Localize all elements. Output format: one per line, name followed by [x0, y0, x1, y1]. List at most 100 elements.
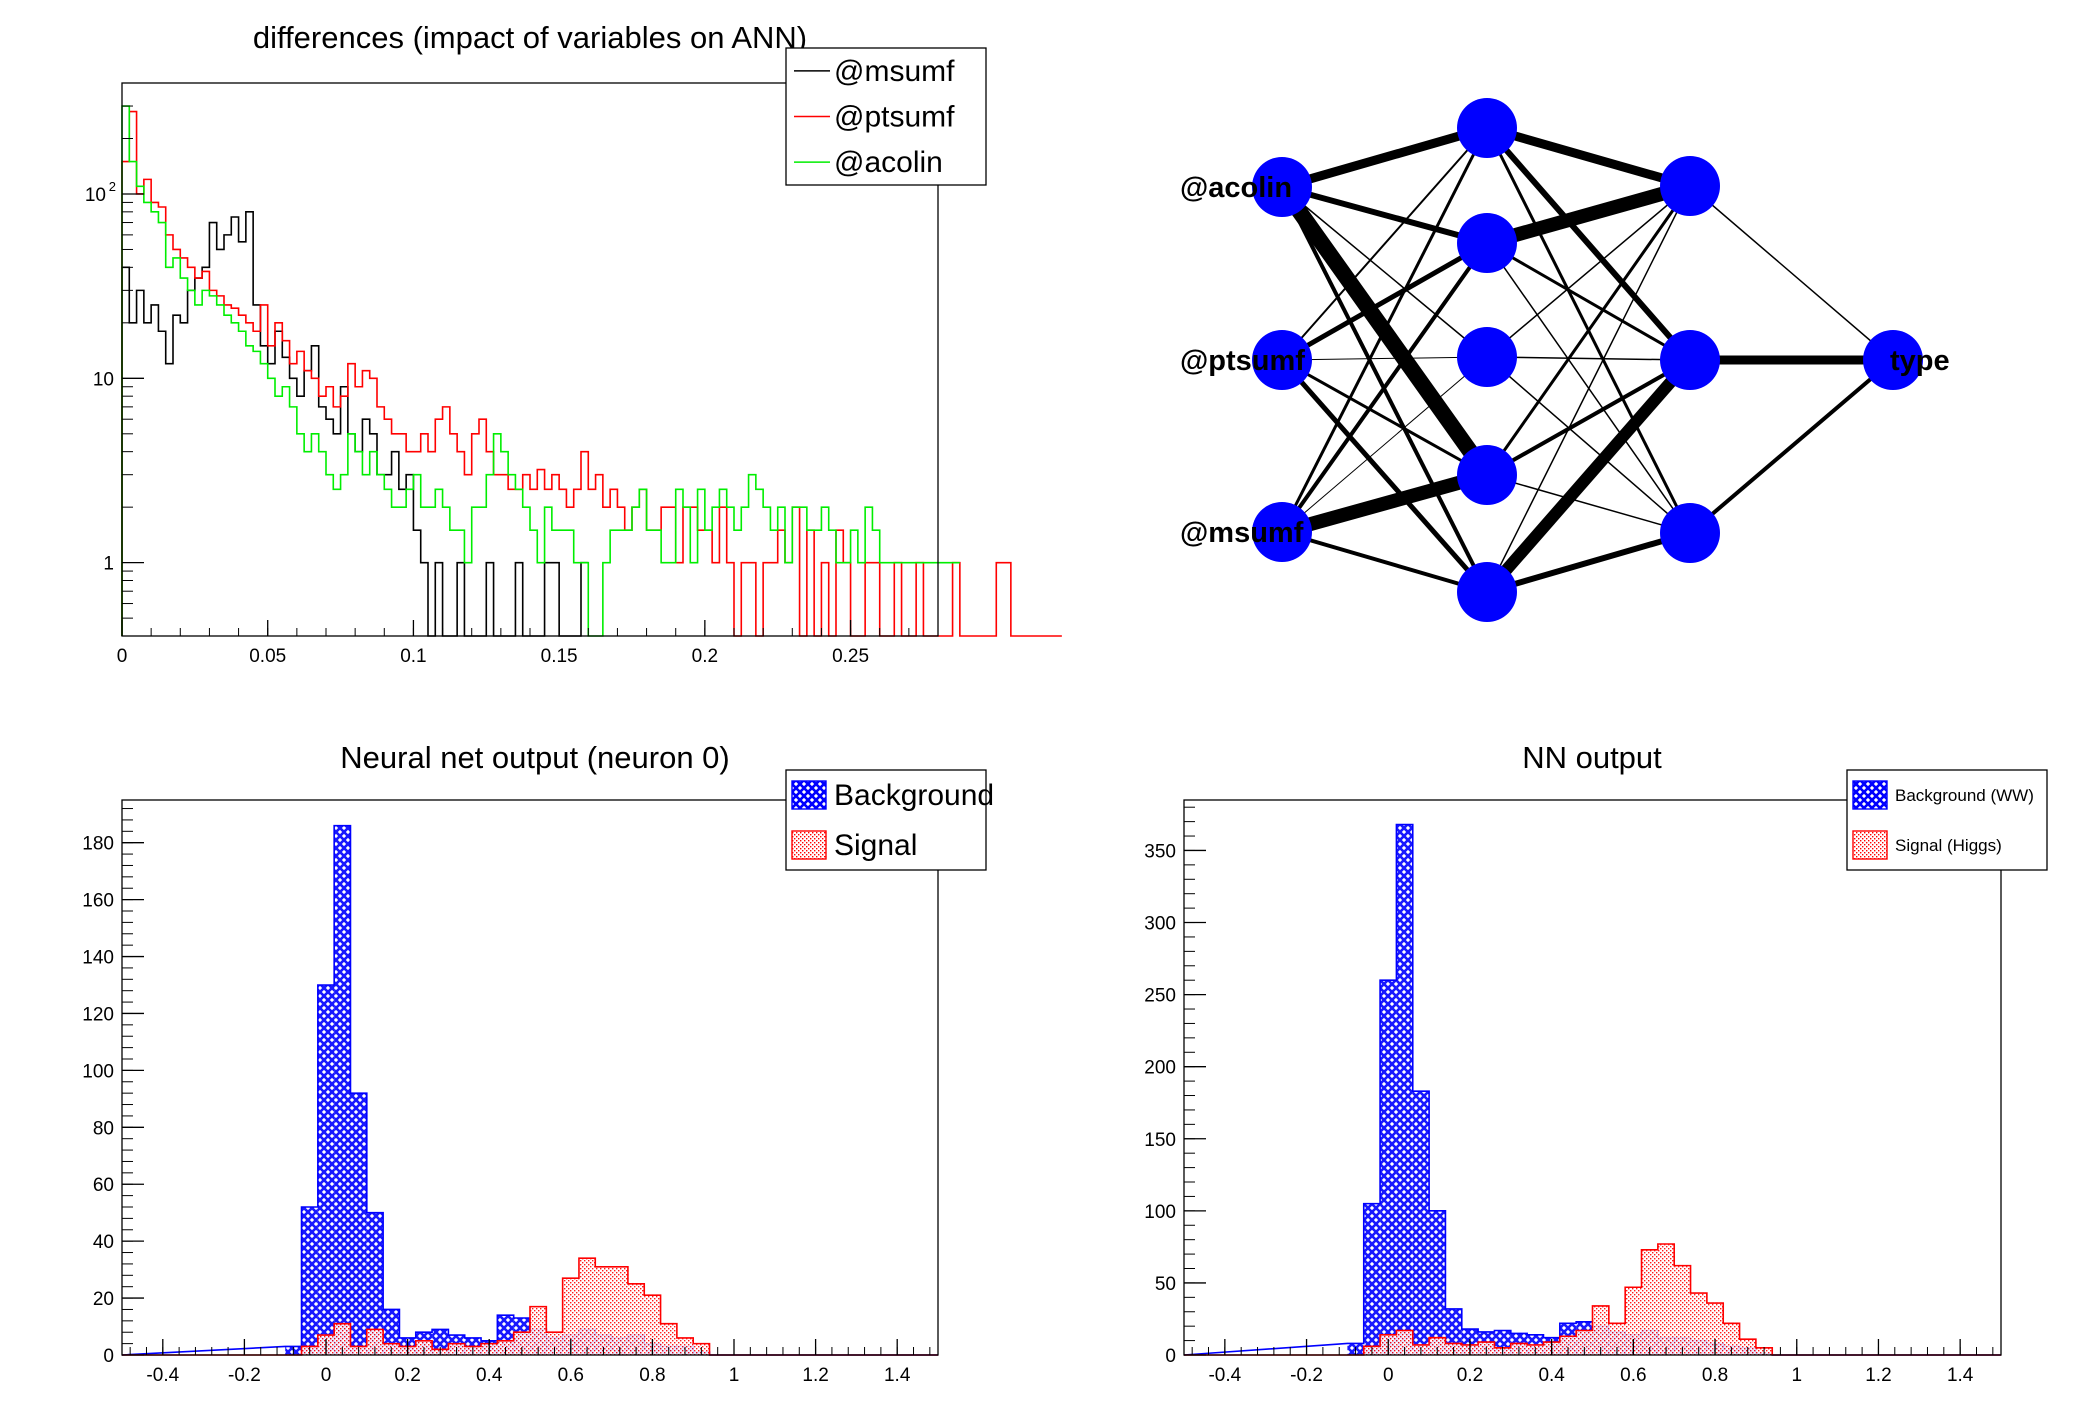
- legend-label: @acolin: [834, 146, 943, 179]
- x-axis: 0 0.05 0.1 0.15 0.2 0.25: [117, 620, 939, 667]
- y-tick-label: 50: [1155, 1274, 1176, 1295]
- histogram-bar-signal: [1641, 1249, 1658, 1355]
- network-edge: [1280, 358, 1489, 594]
- plot-frame: [1183, 799, 2002, 1356]
- network-edge: [1486, 185, 1691, 358]
- series-msumf: [121, 211, 589, 637]
- series-outline-background: [1183, 823, 2001, 1356]
- input-label: @acolin: [1180, 172, 1292, 204]
- histogram-bar-signal: [644, 1295, 661, 1355]
- network-edge: [1486, 530, 1691, 595]
- network-edge: [1280, 241, 1489, 534]
- network-edge: [1486, 185, 1691, 593]
- histogram-bar-background: [350, 1093, 367, 1355]
- histogram-bar-signal: [1576, 1330, 1593, 1355]
- y-tick-label: 0: [103, 1346, 114, 1367]
- series-acolin: [121, 105, 960, 637]
- x-tick-label: 1.4: [1947, 1365, 1974, 1386]
- histogram-bar-background: [1412, 1091, 1430, 1355]
- legend-label: Signal: [834, 829, 917, 862]
- network-edge: [1281, 184, 1488, 246]
- y-tick-label: 100: [1144, 1202, 1176, 1223]
- network-edge: [1280, 127, 1489, 533]
- x-tick-label: 0.1: [400, 646, 426, 667]
- x-tick-label: 0.15: [541, 646, 578, 667]
- x-tick-label: 0.4: [476, 1365, 503, 1386]
- y-tick-label: 140: [82, 948, 114, 969]
- x-tick-label: 0.05: [249, 646, 286, 667]
- histogram-bar-signal: [1723, 1323, 1740, 1355]
- x-tick-label: 0: [321, 1365, 332, 1386]
- histogram-bar-signal: [676, 1337, 694, 1355]
- histogram-bar-signal: [530, 1306, 547, 1355]
- x-tick-label: 0.2: [692, 646, 718, 667]
- histogram-bar-signal: [595, 1266, 612, 1355]
- y-tick-label: 300: [1144, 914, 1176, 935]
- network-edge: [1280, 123, 1489, 192]
- legend: @msumf @ptsumf @acolin: [785, 47, 987, 186]
- series-ptsumf: [121, 110, 1062, 637]
- y-tick-label: 350: [1144, 841, 1176, 862]
- x-tick-label: -0.2: [1290, 1365, 1323, 1386]
- network-edge: [1486, 356, 1691, 534]
- x-tick-label: 1.2: [1865, 1365, 1891, 1386]
- network-node: [1457, 445, 1517, 505]
- network-edge: [1688, 358, 1895, 535]
- x-tick-label: 1.4: [884, 1365, 911, 1386]
- x-tick-label: 0.8: [1702, 1365, 1728, 1386]
- y-tick-label: 60: [93, 1175, 114, 1196]
- x-tick-label: -0.4: [146, 1365, 179, 1386]
- x-tick-label: -0.2: [228, 1365, 261, 1386]
- network-node: [1660, 156, 1720, 216]
- network-node: [1863, 330, 1923, 390]
- histogram-bar-signal: [627, 1283, 645, 1355]
- input-label: @ptsumf: [1180, 345, 1305, 377]
- output-label: type: [1890, 345, 1950, 377]
- y-tick-label-exponent: 2: [109, 179, 116, 194]
- legend-label: Background (WW): [1895, 786, 2034, 805]
- series-background: [1183, 823, 2001, 1356]
- chart-nn-output-0: Neural net output (neuron 0) -0.4 -0.2 0 0.2…: [82, 740, 994, 1386]
- histogram-bar-signal: [1674, 1265, 1691, 1355]
- series-outline-background: [121, 824, 938, 1356]
- network-edge: [1280, 468, 1489, 539]
- chart-title: Neural net output (neuron 0): [340, 740, 729, 775]
- y-tick-label: 180: [82, 834, 114, 855]
- network-edge: [1280, 240, 1489, 363]
- x-tick-label: 0.2: [1457, 1365, 1483, 1386]
- histogram-bar-signal: [660, 1323, 677, 1355]
- histogram-bar-signal: [1625, 1287, 1642, 1355]
- histogram-bar-background: [334, 825, 351, 1355]
- x-tick-label: 0.2: [394, 1365, 420, 1386]
- y-tick-label: 150: [1144, 1130, 1176, 1151]
- y-tick-label: 200: [1144, 1058, 1176, 1079]
- x-tick-label: 0.25: [832, 646, 869, 667]
- series-outline-signal: [1184, 1243, 2001, 1356]
- x-axis: -0.4 -0.2 0 0.2 0.4 0.6 0.8 1 1.2 1.4: [1191, 1339, 1994, 1386]
- series-line-acolin: [121, 105, 960, 637]
- network-node: [1457, 562, 1517, 622]
- histogram-bar-signal: [1690, 1293, 1707, 1355]
- histogram-bar-signal: [562, 1278, 579, 1355]
- histogram-bar-signal: [546, 1332, 563, 1355]
- network-edge: [1281, 356, 1488, 533]
- histogram-bar-signal: [1592, 1305, 1609, 1355]
- network-edge: [1482, 356, 1695, 596]
- histogram-bar-signal: [1396, 1330, 1413, 1355]
- network-edge: [1281, 358, 1488, 477]
- x-tick-label: 0.6: [558, 1365, 584, 1386]
- network-edge: [1281, 186, 1488, 358]
- histogram-bar-signal: [1429, 1337, 1446, 1355]
- histogram-bar-background: [317, 985, 335, 1355]
- legend-swatch-background: [1852, 780, 1888, 810]
- series-line-msumf: [121, 211, 589, 637]
- series-background: [121, 824, 938, 1356]
- x-tick-label: 1.2: [802, 1365, 828, 1386]
- histogram-bar-background: [1363, 1203, 1381, 1355]
- y-tick-label: 10: [93, 369, 114, 390]
- series-line-ptsumf: [121, 110, 1062, 637]
- histogram-bar-background: [1429, 1210, 1446, 1355]
- y-tick-label: 1: [103, 554, 114, 575]
- histogram-bar-signal: [334, 1323, 351, 1355]
